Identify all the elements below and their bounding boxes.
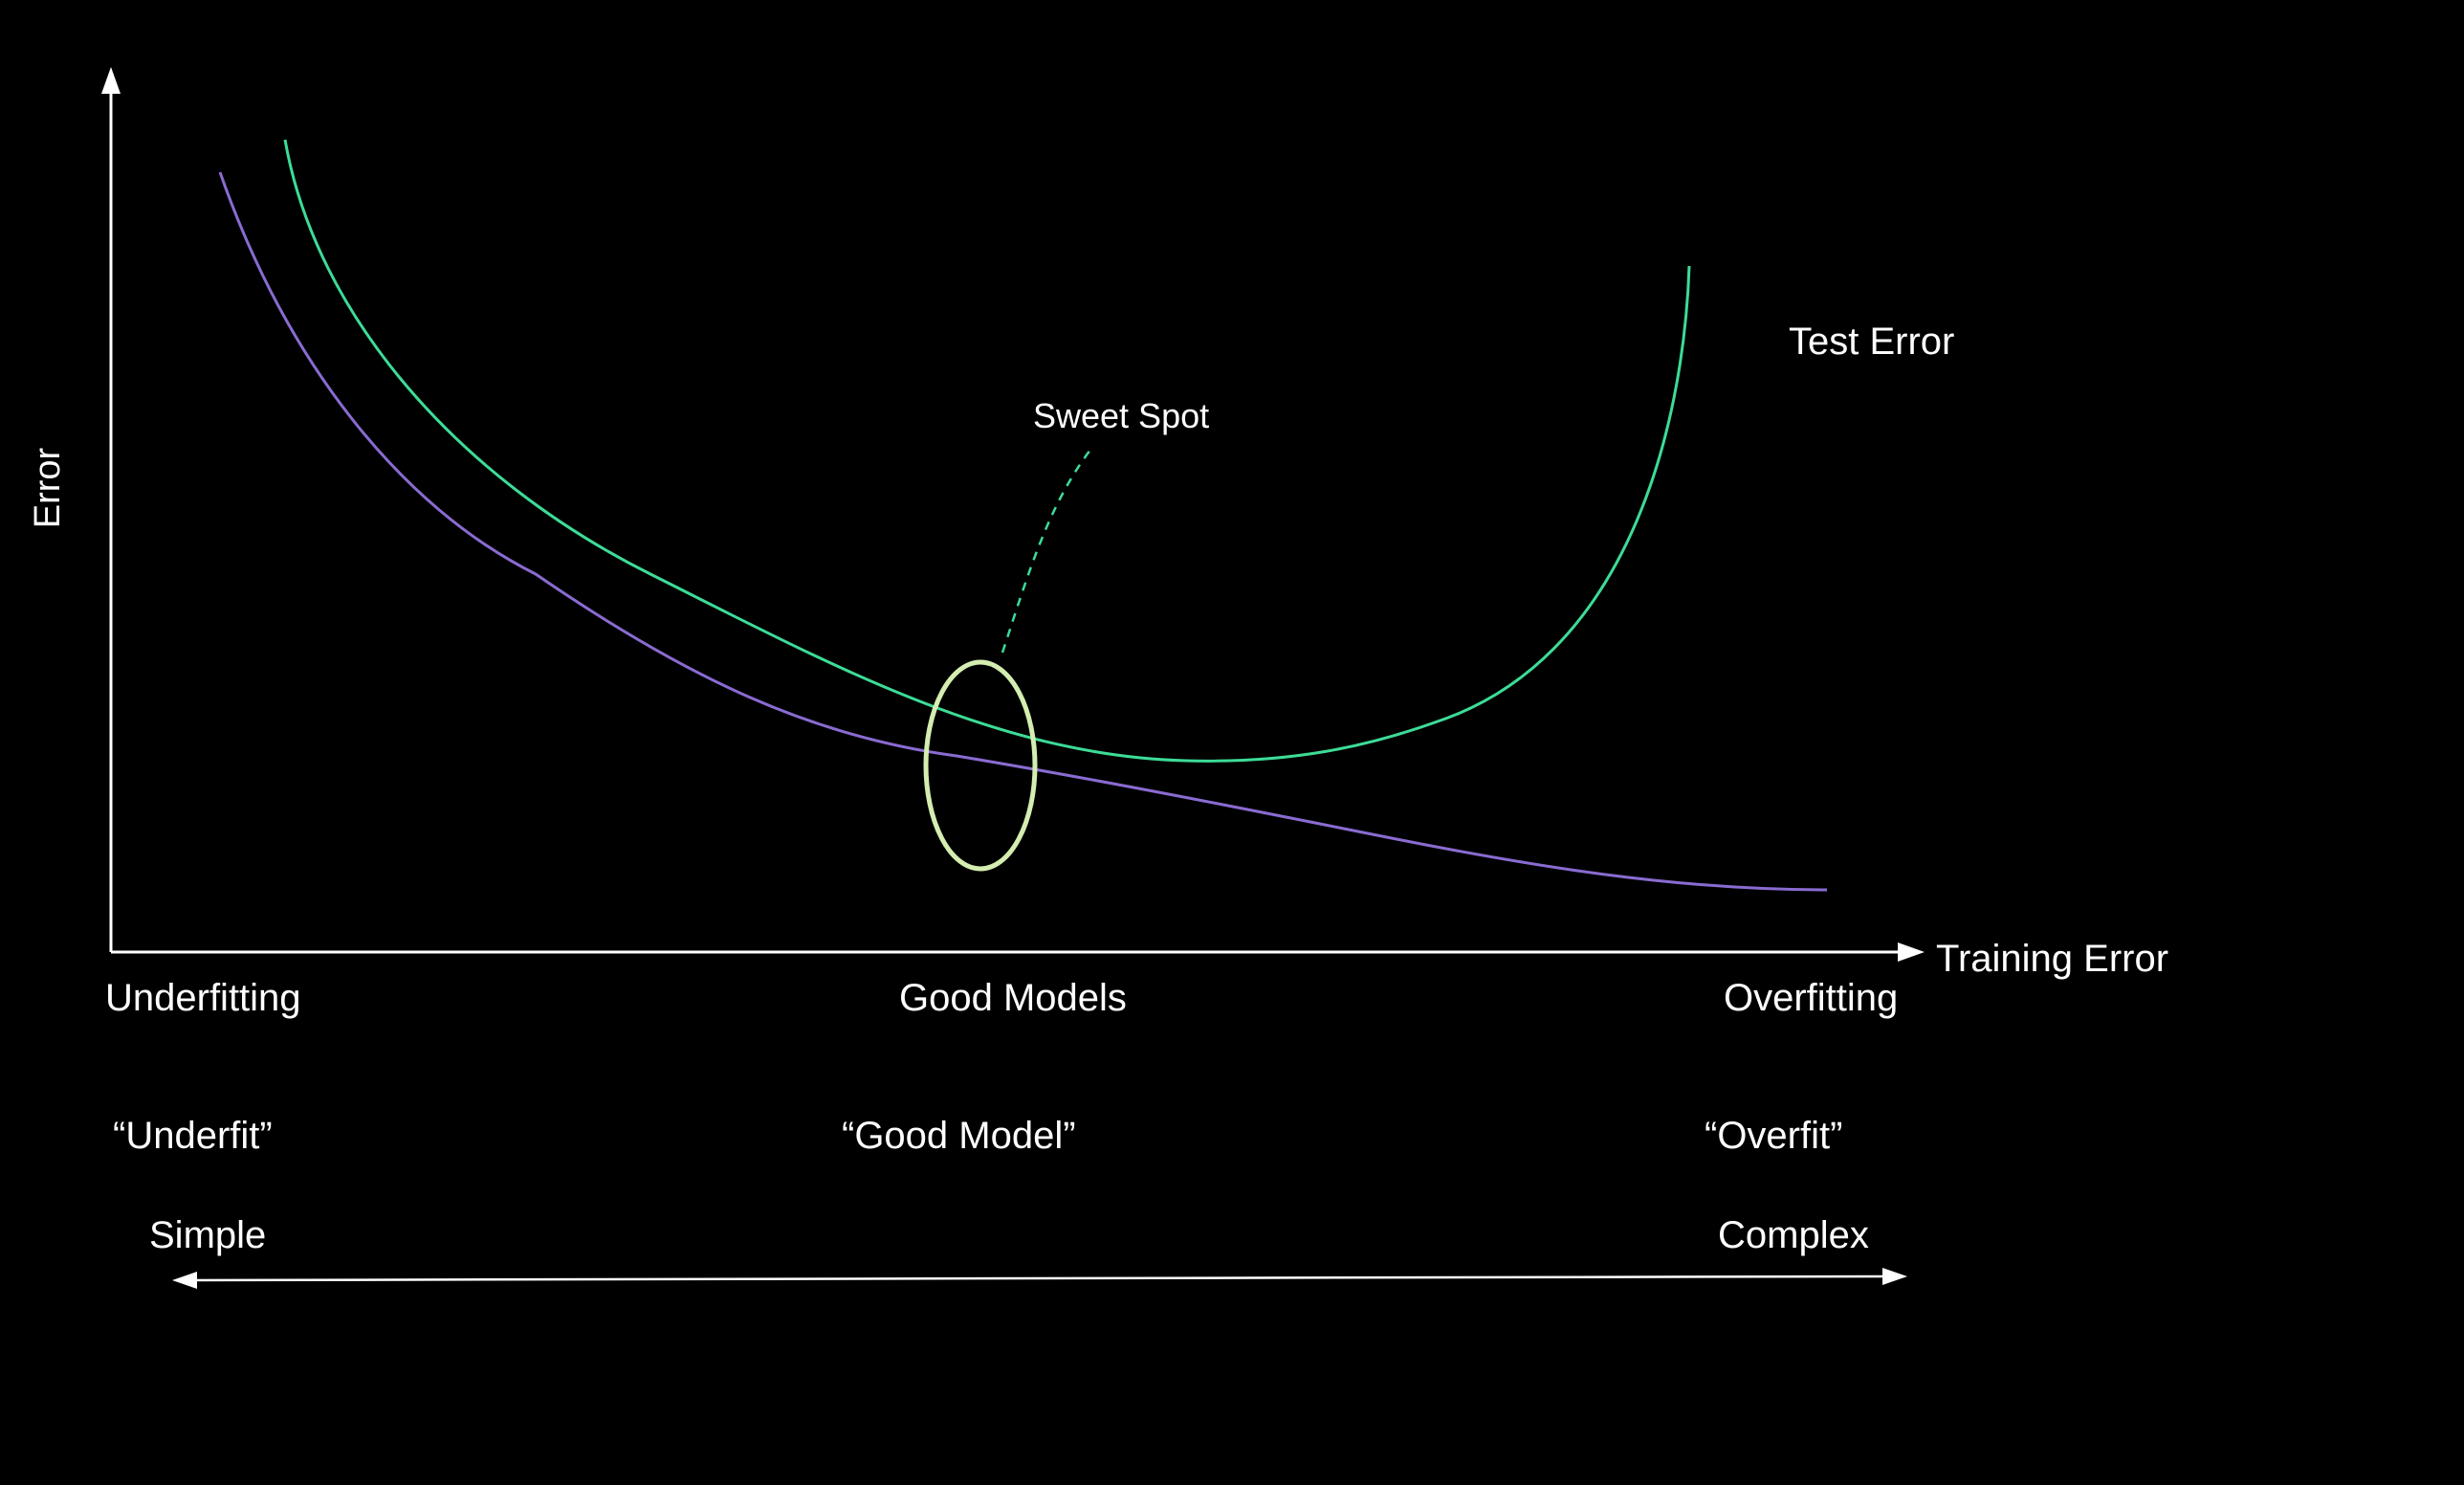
quote-label-underfit: “Underfit” [113, 1115, 273, 1157]
complexity-label-complex: Complex [1718, 1214, 1869, 1256]
region-label-good-models: Good Models [899, 977, 1127, 1019]
region-label-underfitting: Underfitting [105, 977, 301, 1019]
complexity-arrowhead-right [1882, 1268, 1907, 1285]
complexity-arrowhead-left [172, 1272, 197, 1289]
x-axis-label: Training Error [1936, 938, 2168, 980]
quote-label-overfit: “Overfit” [1705, 1115, 1842, 1157]
test-error-curve [283, 139, 1691, 763]
quote-label-good-model: “Good Model” [842, 1115, 1076, 1157]
training-error-curve [218, 171, 1828, 892]
y-axis-arrowhead [101, 67, 121, 94]
complexity-arrow-line [190, 1274, 1885, 1282]
sweet-spot-ellipse [923, 659, 1038, 872]
x-axis-arrowhead [1898, 942, 1925, 962]
sweet-spot-leader-line [1001, 449, 1092, 654]
sweet-spot-label: Sweet Spot [1033, 396, 1209, 435]
region-label-overfitting: Overfitting [1724, 977, 1898, 1019]
test-error-label: Test Error [1789, 321, 1954, 363]
complexity-label-simple: Simple [149, 1214, 266, 1256]
y-axis-label: Error [28, 447, 68, 528]
